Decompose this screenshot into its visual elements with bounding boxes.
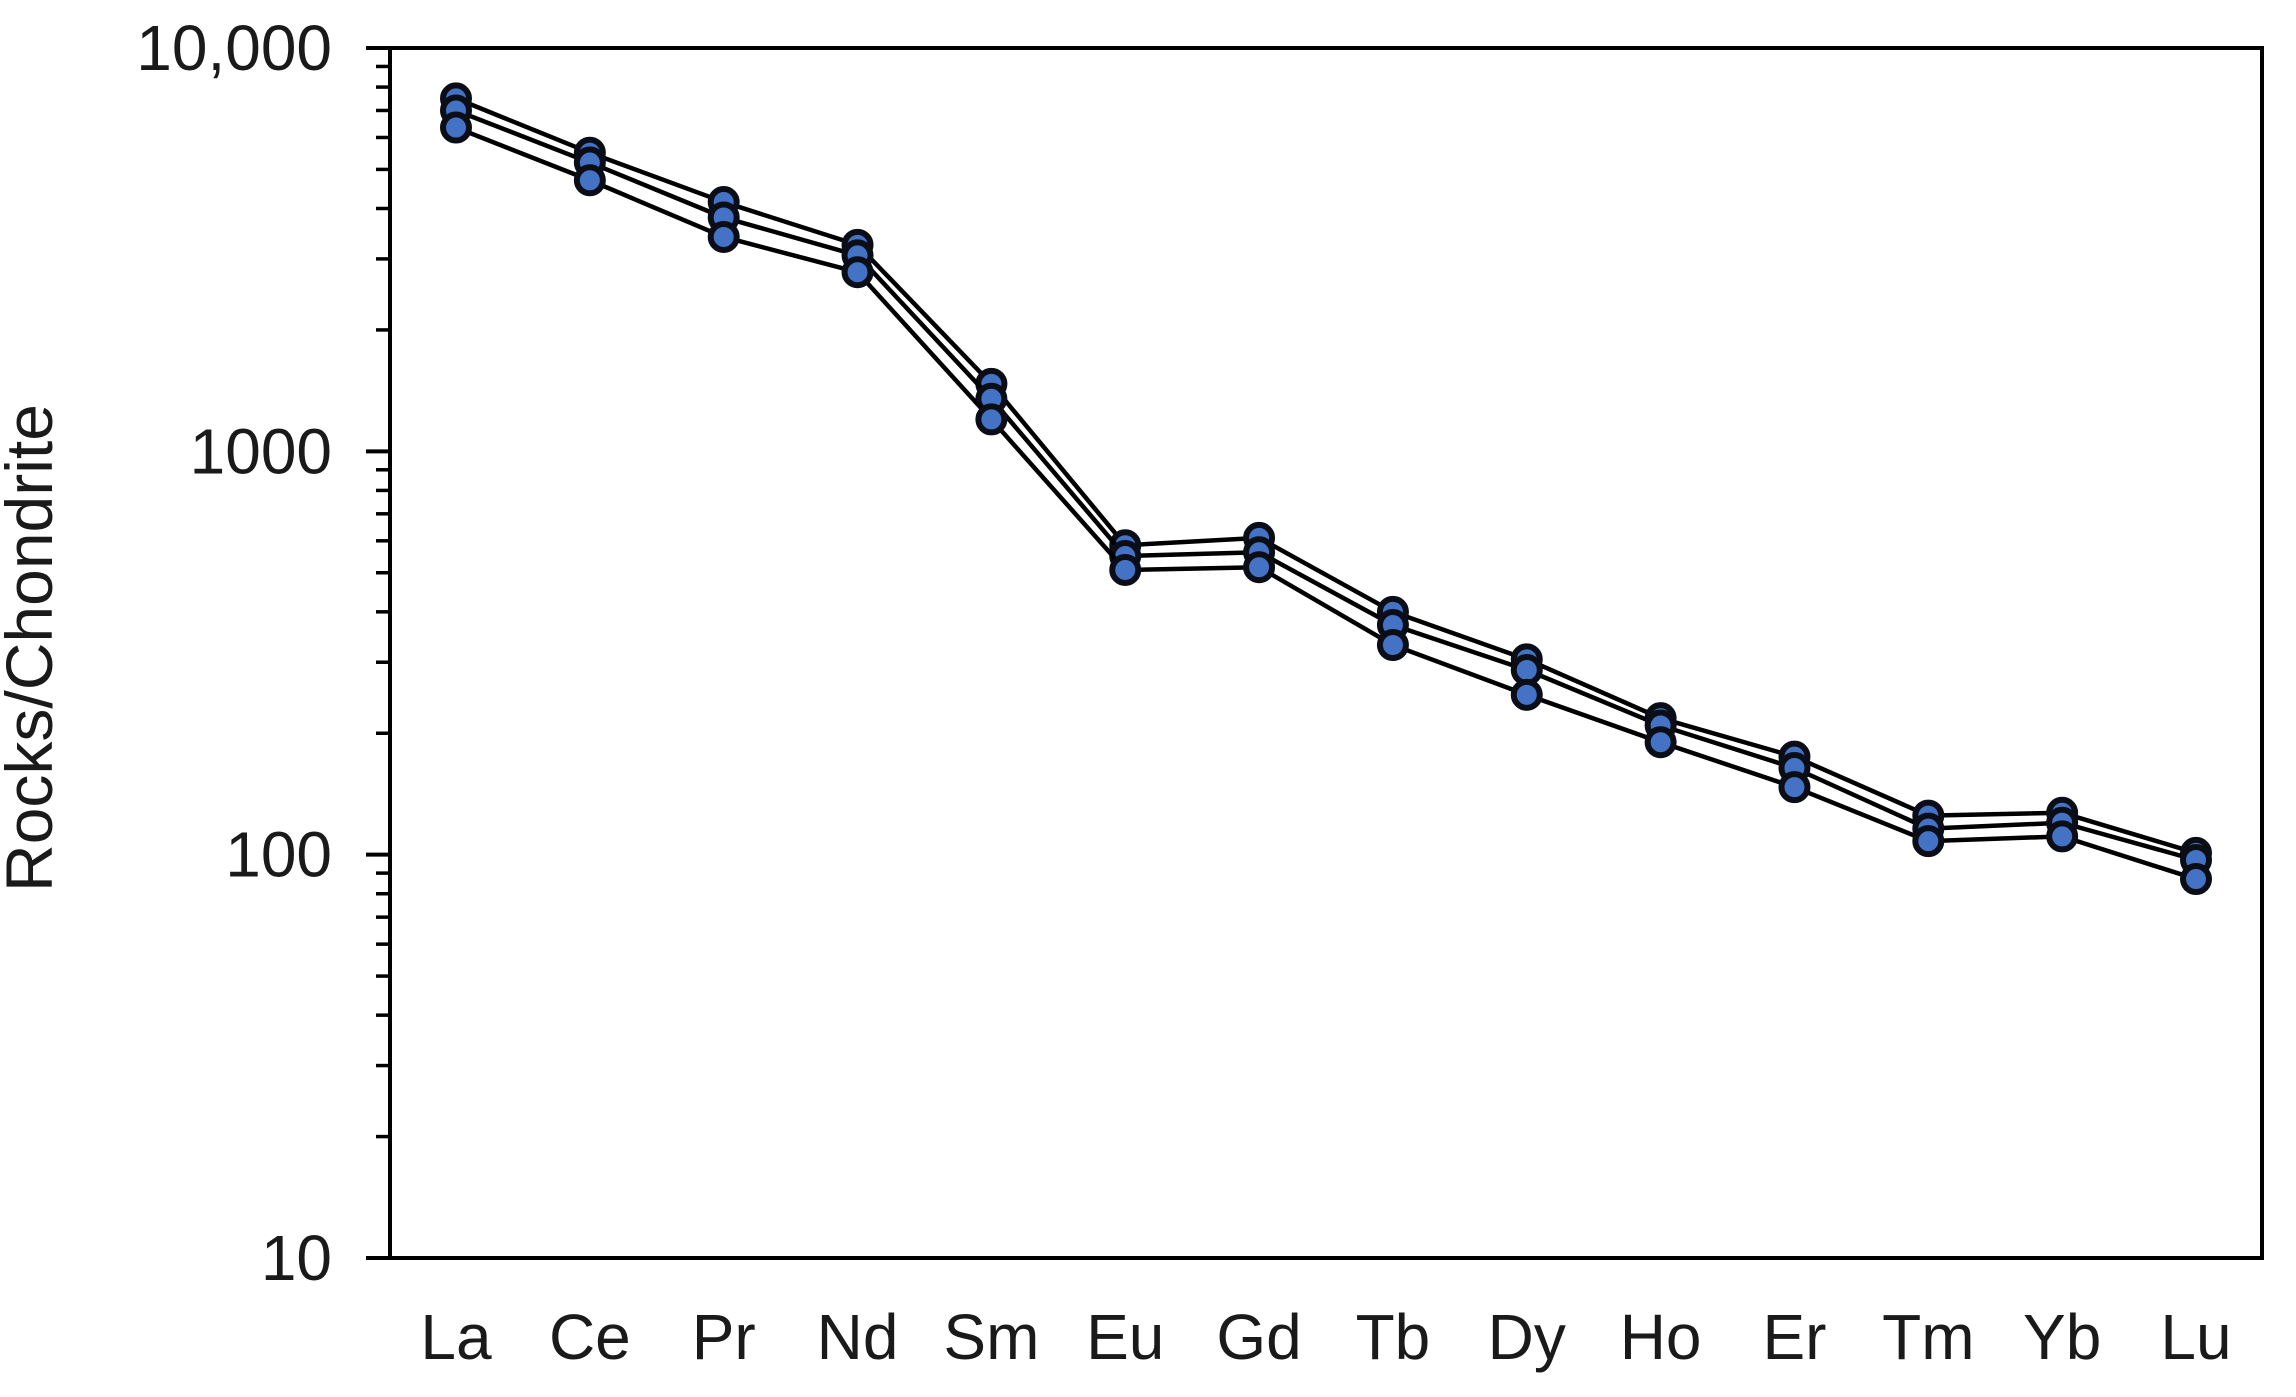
x-category-label: Ce	[549, 1301, 631, 1373]
data-point-marker	[1109, 553, 1142, 586]
data-point-marker	[2046, 820, 2079, 853]
data-point-marker	[1644, 726, 1677, 759]
plot-border	[388, 46, 2264, 1260]
data-point-marker	[2180, 863, 2212, 896]
data-series	[440, 94, 2212, 877]
data-series-layer	[440, 82, 2212, 896]
data-point-marker	[1243, 551, 1276, 584]
x-category-label: Ho	[1620, 1301, 1702, 1373]
x-category-label: Gd	[1216, 1301, 1301, 1373]
data-point-marker	[1912, 825, 1945, 858]
series-line	[453, 108, 2199, 863]
x-category-label: Tb	[1356, 1301, 1431, 1373]
x-category-label: Tm	[1882, 1301, 1974, 1373]
x-category-labels: La Ce Pr Nd Sm Eu Gd Tb Dy Ho Er Tm Yb Lu	[420, 1301, 2231, 1373]
data-series	[440, 82, 2212, 869]
x-category-label: Er	[1762, 1301, 1826, 1373]
x-category-label: Eu	[1086, 1301, 1164, 1373]
data-series	[440, 111, 2212, 896]
y-axis-title: Rocks/Chondrite	[0, 404, 66, 892]
x-category-label: Yb	[2023, 1301, 2101, 1373]
y-axis-ticks	[366, 46, 390, 1260]
y-tick-label: 10	[261, 1222, 332, 1294]
data-point-marker	[440, 111, 472, 144]
data-point-marker	[573, 164, 606, 197]
x-category-label: Sm	[943, 1301, 1039, 1373]
data-point-marker	[975, 403, 1008, 436]
series-line	[453, 125, 2199, 882]
data-point-marker	[1778, 771, 1811, 804]
series-line	[453, 96, 2199, 856]
plot-frame	[388, 46, 2264, 1260]
y-tick-label: 10,000	[136, 12, 332, 84]
x-category-label: Dy	[1488, 1301, 1566, 1373]
data-point-marker	[1376, 629, 1409, 662]
x-category-label: Nd	[817, 1301, 899, 1373]
x-category-label: Pr	[692, 1301, 756, 1373]
data-point-marker	[707, 220, 740, 253]
y-tick-label: 1000	[190, 415, 332, 487]
x-category-label: Lu	[2160, 1301, 2231, 1373]
data-point-marker	[1510, 678, 1543, 711]
y-tick-label: 100	[225, 819, 332, 891]
x-category-label: La	[420, 1301, 492, 1373]
data-point-marker	[841, 256, 874, 289]
y-tick-labels: 10,000 1000 100 10	[136, 12, 332, 1294]
